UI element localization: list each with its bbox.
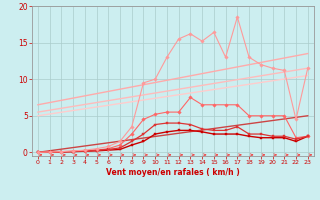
X-axis label: Vent moyen/en rafales ( km/h ): Vent moyen/en rafales ( km/h ) bbox=[106, 168, 240, 177]
